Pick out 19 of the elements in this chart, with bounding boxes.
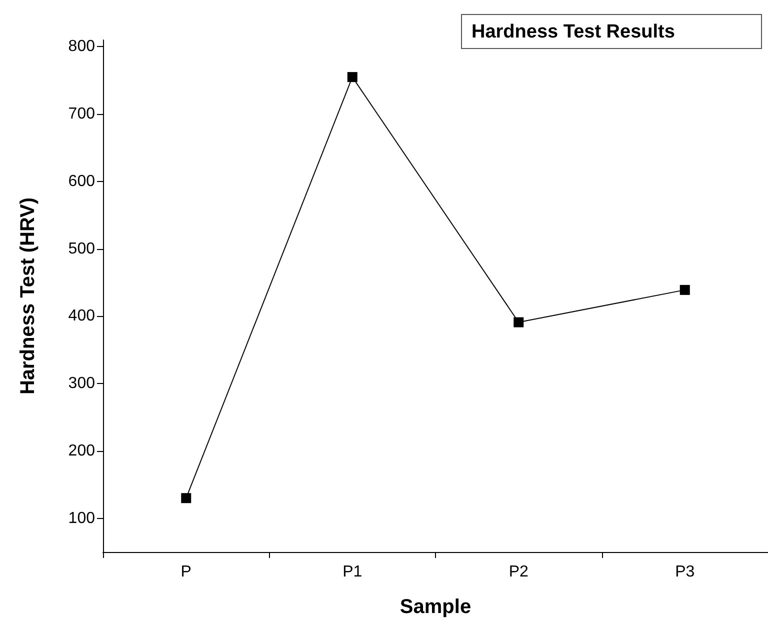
point: [680, 284, 690, 295]
y-axis-title: Hardness Test (HRV): [17, 197, 39, 395]
annotation: Hardness Test Results: [472, 22, 675, 42]
y-tick-label: 300: [68, 375, 96, 392]
point: [514, 317, 524, 328]
y-tick-label: 600: [68, 172, 96, 190]
y-tick-label: 400: [68, 308, 96, 325]
point: [181, 493, 192, 504]
x-tick-label: P2: [508, 564, 529, 580]
y-tick-label: 200: [68, 442, 96, 460]
x-axis-title: Sample: [400, 596, 472, 618]
x-tick-label: P3: [675, 564, 695, 580]
y-tick-label: 500: [68, 240, 96, 258]
point: [347, 72, 358, 82]
x-tick-label: P1: [342, 564, 362, 580]
x-tick-label: P: [180, 564, 192, 580]
y-tick-label: 800: [68, 38, 96, 56]
y-tick-label: 700: [68, 106, 96, 123]
y-tick-label: 100: [68, 510, 96, 527]
